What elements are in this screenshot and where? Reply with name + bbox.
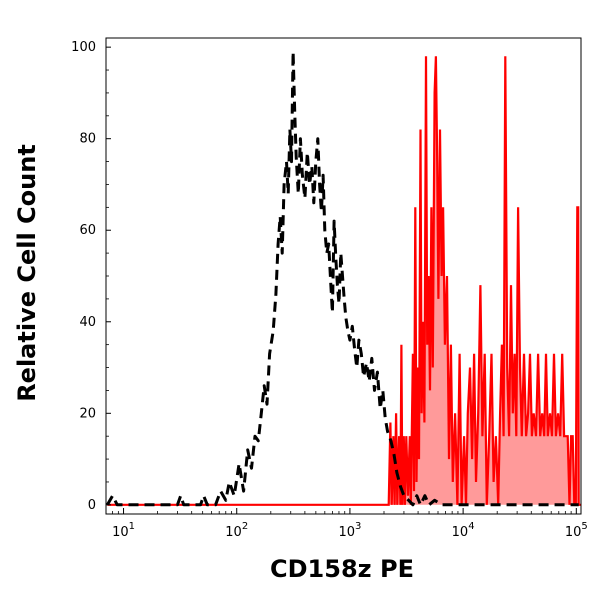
control-series-line: [106, 50, 579, 507]
plot-content: [106, 50, 582, 507]
y-tick-label: 40: [79, 315, 96, 330]
stained-series-line: [107, 56, 581, 506]
x-tick-label: 102: [225, 521, 248, 540]
y-tick-label: 0: [88, 498, 96, 513]
y-tick-label: 80: [79, 132, 96, 147]
y-tick-label: 60: [79, 223, 96, 238]
axis-ticks: 0 20 40 60 80 100 101 102 103 104 105: [71, 40, 588, 540]
x-tick-label: 101: [112, 521, 135, 540]
y-axis-title: Relative Cell Count: [13, 144, 41, 402]
x-tick-label: 104: [452, 521, 475, 540]
y-tick-label: 100: [71, 40, 96, 55]
x-axis-title: CD158z PE: [270, 555, 414, 583]
stained-series-fill: [107, 56, 582, 505]
x-tick-label: 103: [338, 521, 361, 540]
x-tick-label: 105: [565, 521, 588, 540]
y-tick-label: 20: [79, 406, 96, 421]
